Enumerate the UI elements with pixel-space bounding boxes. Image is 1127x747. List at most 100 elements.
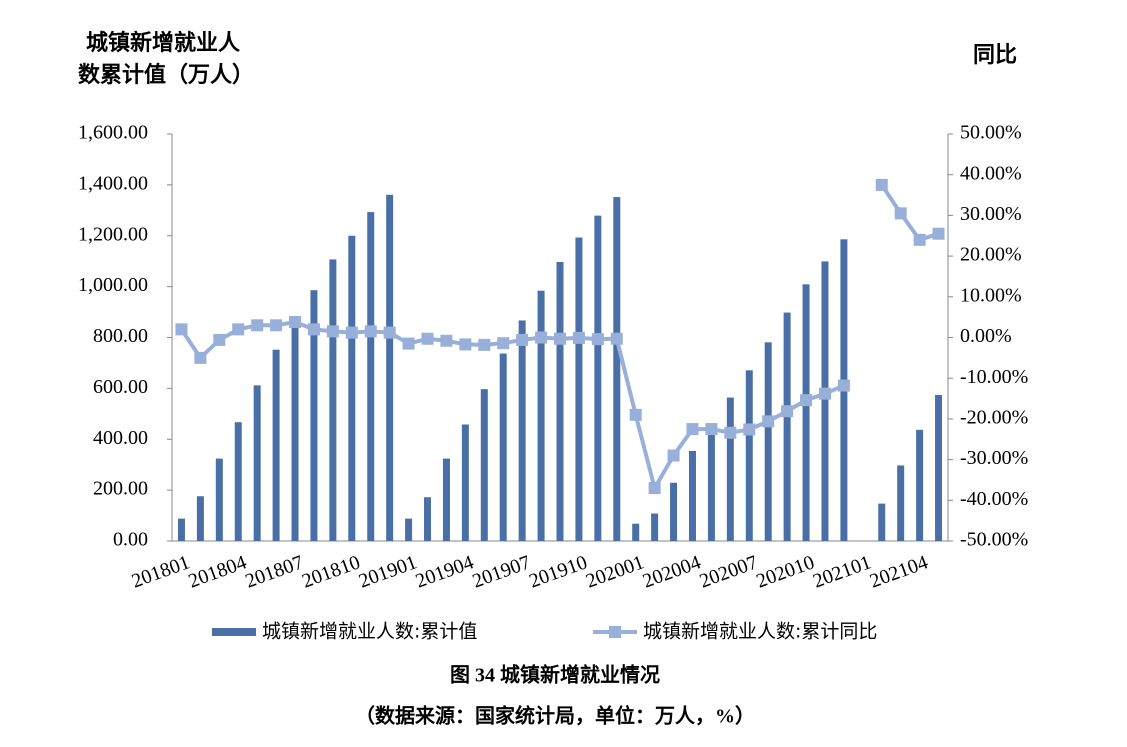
line-marker	[459, 338, 472, 351]
bar	[670, 482, 678, 541]
line-marker	[818, 387, 831, 400]
y2-tick-label: 20.00%	[960, 244, 1022, 266]
line-marker	[364, 325, 377, 338]
bar	[802, 284, 810, 541]
x-tick-label: 202010	[753, 551, 817, 592]
line-marker	[762, 415, 775, 428]
source: （数据来源：国家统计局，单位：万人，%）	[355, 704, 755, 728]
line-marker	[648, 482, 661, 495]
line-marker	[535, 331, 548, 344]
line-marker	[913, 233, 926, 246]
line-marker	[478, 338, 491, 351]
bar	[594, 215, 602, 542]
legend-swatch	[212, 628, 256, 636]
bar	[234, 422, 242, 541]
line-marker	[270, 319, 283, 332]
bar	[329, 259, 337, 541]
line-marker	[232, 323, 245, 336]
bar	[878, 503, 886, 541]
bar	[764, 342, 772, 541]
line-marker	[421, 332, 434, 345]
x-tick-label: 201901	[356, 551, 420, 592]
bar	[518, 320, 526, 541]
y2-tick-label: -50.00%	[960, 529, 1028, 551]
x-tick-label: 201804	[186, 551, 250, 592]
line-marker	[440, 334, 453, 347]
bar	[461, 424, 469, 541]
y-tick-label: 1,400.00	[78, 172, 148, 194]
y2-axis-title: 同比	[973, 43, 1017, 68]
bar	[367, 212, 375, 541]
y2-tick-label: 50.00%	[960, 122, 1022, 144]
y-tick-label: 600.00	[93, 376, 148, 398]
bar	[821, 261, 829, 541]
line-marker	[629, 408, 642, 421]
x-tick-label: 201910	[526, 551, 590, 592]
line-marker	[837, 379, 850, 392]
y2-tick-label: -40.00%	[960, 488, 1028, 510]
y-tick-label: 1,200.00	[78, 223, 148, 245]
bar	[291, 323, 299, 541]
line-marker	[383, 326, 396, 339]
bar	[424, 497, 432, 541]
x-tick-label: 201810	[299, 551, 363, 592]
y2-tick-label: 40.00%	[960, 162, 1022, 184]
bar	[575, 237, 583, 541]
bar	[613, 197, 621, 541]
line-marker	[932, 227, 945, 240]
x-tick-label: 201807	[242, 551, 306, 592]
x-tick-label: 202001	[583, 551, 647, 592]
y-tick-label: 200.00	[93, 478, 148, 500]
x-tick-label: 202004	[640, 551, 704, 592]
line-marker	[402, 337, 415, 350]
line-marker	[251, 319, 264, 332]
bar	[916, 429, 924, 541]
line-marker	[289, 316, 302, 329]
line-marker	[686, 423, 699, 436]
line-marker	[781, 405, 794, 418]
line-marker	[497, 337, 510, 350]
bar	[745, 370, 753, 541]
legend-swatch	[609, 626, 621, 638]
bar	[386, 194, 394, 541]
line-marker	[800, 394, 813, 407]
y2-tick-label: -10.00%	[960, 366, 1028, 388]
y-tick-label: 1,600.00	[78, 122, 148, 144]
bar	[537, 290, 545, 541]
bar	[632, 523, 640, 541]
line-marker	[326, 325, 339, 338]
caption: 图 34 城镇新增就业情况	[450, 663, 660, 687]
line-marker	[724, 426, 737, 439]
bar	[897, 465, 905, 541]
y2-tick-label: 0.00%	[960, 325, 1012, 347]
bar	[556, 261, 564, 541]
legend-label: 城镇新增就业人数:累计值	[262, 621, 477, 643]
bar	[310, 290, 318, 541]
bar	[726, 397, 734, 541]
line-marker	[175, 323, 188, 336]
line-marker	[516, 333, 529, 346]
y2-tick-label: 30.00%	[960, 203, 1022, 225]
line-marker	[743, 423, 756, 436]
y-tick-label: 1,000.00	[78, 274, 148, 296]
bar	[651, 513, 659, 541]
bar	[707, 423, 715, 541]
line-marker	[875, 178, 888, 191]
y-tick-label: 400.00	[93, 427, 148, 449]
x-tick-label: 201904	[413, 551, 477, 592]
y-tick-label: 800.00	[93, 325, 148, 347]
line-marker	[705, 423, 718, 436]
line-marker	[667, 449, 680, 462]
bar	[783, 312, 791, 541]
bar	[348, 235, 356, 541]
bar	[442, 458, 450, 541]
bar	[688, 450, 696, 541]
line-marker	[610, 332, 623, 345]
bar	[499, 353, 507, 541]
y2-tick-label: -30.00%	[960, 447, 1028, 469]
line-marker	[213, 333, 226, 346]
line-marker	[894, 207, 907, 220]
x-tick-label: 202101	[810, 551, 874, 592]
